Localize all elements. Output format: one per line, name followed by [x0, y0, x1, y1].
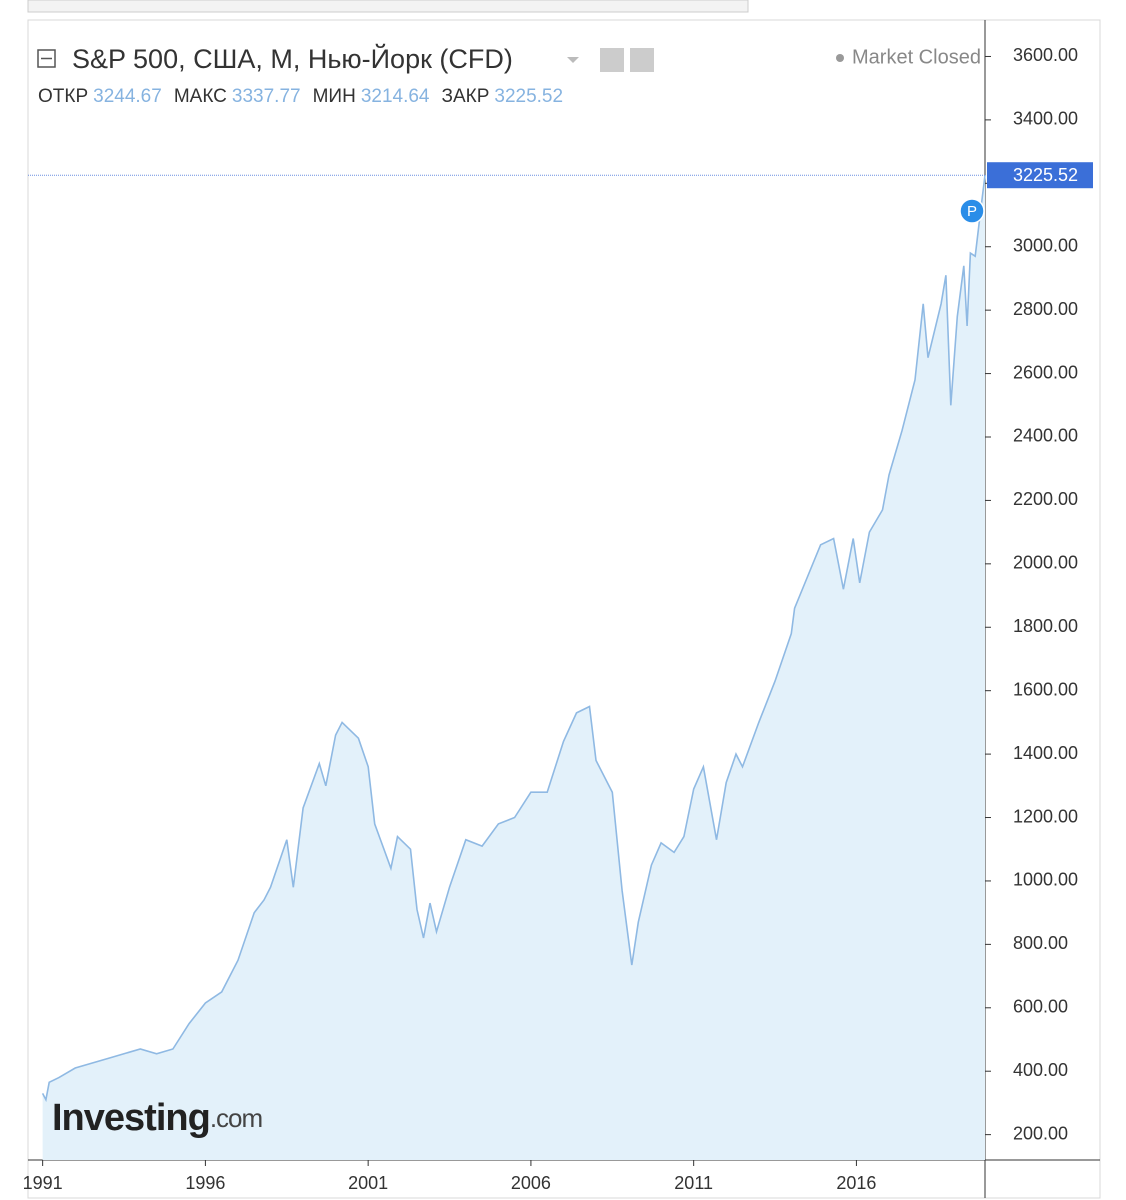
frame: [27, 19, 1101, 1199]
logo-suffix: .com: [210, 1103, 262, 1133]
x-tick-label: 2006: [511, 1173, 551, 1193]
y-tick-label: 3600.00: [1013, 45, 1078, 65]
settings-button[interactable]: [630, 48, 654, 72]
y-tick-label: 1800.00: [1013, 616, 1078, 636]
ohlc-value: 3337.77: [232, 86, 301, 107]
ohlc-label: МАКС: [174, 86, 227, 107]
y-tick-label: 2400.00: [1013, 426, 1078, 446]
status-dot: [836, 54, 844, 62]
y-tick-label: 1000.00: [1013, 870, 1078, 890]
x-tick-label: 2001: [348, 1173, 388, 1193]
area-fill: [42, 175, 986, 1160]
logo-brand: Investing: [52, 1097, 210, 1139]
y-tick-label: 2800.00: [1013, 299, 1078, 319]
last-price-box: [987, 162, 1093, 189]
ohlc-value: 3214.64: [361, 86, 430, 107]
ohlc: ОТКР 3244.67 МАКС 3337.77 МИН 3214.64 ЗАКР 3225…: [38, 86, 563, 107]
ohlc-label: ЗАКР: [442, 86, 490, 107]
x-tick-label: 1991: [23, 1173, 63, 1193]
y-tick-label: 1200.00: [1013, 806, 1078, 826]
dropdown[interactable]: [567, 57, 579, 63]
eye-button[interactable]: [600, 48, 624, 72]
ohlc-value: 3244.67: [93, 86, 162, 107]
y-tick-label: 1400.00: [1013, 743, 1078, 763]
y-tick-label: 3000.00: [1013, 235, 1078, 255]
x-tick-label: 1996: [185, 1173, 225, 1193]
y-tick-label: 2000.00: [1013, 553, 1078, 573]
ohlc-label: ОТКР: [38, 86, 88, 107]
marker-badge: [959, 198, 985, 224]
plot: [41, 175, 986, 1160]
y-tick-label: 600.00: [1013, 997, 1068, 1017]
x-tick-label: 2011: [674, 1173, 713, 1193]
toolbar: [27, 0, 749, 13]
ohlc-label: МИН: [313, 86, 356, 107]
logo: Investing.com: [52, 1097, 262, 1139]
y-tick-label: 2200.00: [1013, 489, 1078, 509]
chart-title: S&P 500, США, M, Нью-Йорк (CFD): [72, 43, 513, 74]
ohlc-value: 3225.52: [494, 86, 563, 107]
price-line: [41, 175, 986, 1103]
y-tick-label: 800.00: [1013, 933, 1068, 953]
last-price-label: 3225.52: [1013, 165, 1078, 185]
y-tick-label: 200.00: [1013, 1123, 1068, 1143]
y-tick-label: 3400.00: [1013, 109, 1078, 129]
market-status: Market Closed: [852, 46, 981, 68]
marker-label: P: [967, 203, 977, 220]
y-tick-label: 2600.00: [1013, 362, 1078, 382]
y-tick-label: 400.00: [1013, 1060, 1068, 1080]
x-tick-label: 2016: [836, 1173, 876, 1193]
y-tick-label: 1600.00: [1013, 679, 1078, 699]
collapse-icon[interactable]: [37, 49, 56, 68]
